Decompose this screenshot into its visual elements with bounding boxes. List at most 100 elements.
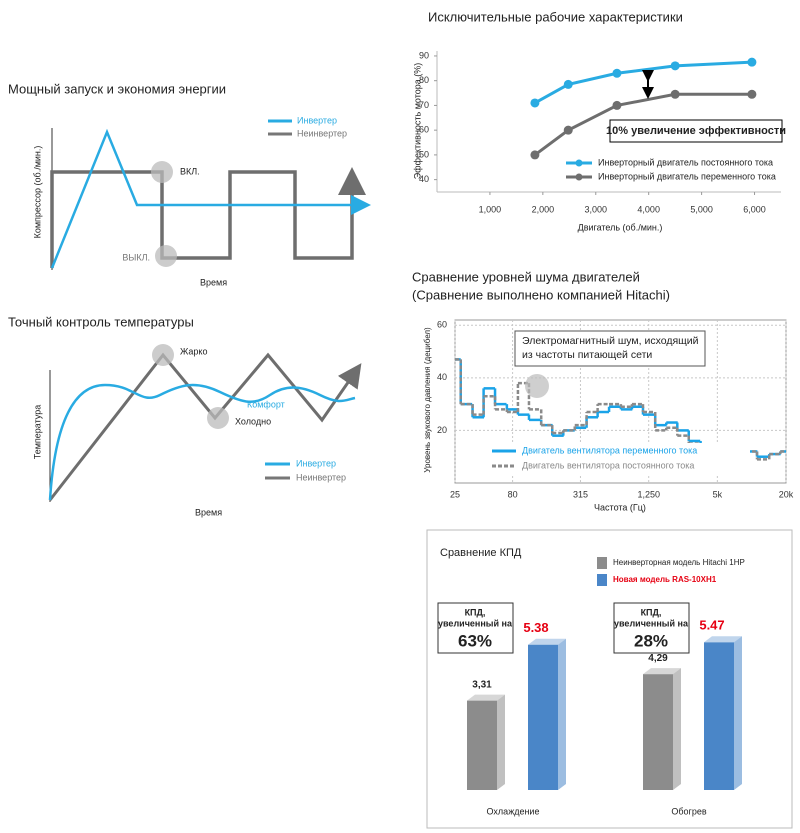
x-axis-label: Время [200,277,227,287]
callout-text: КПД, [641,607,662,617]
x-tick-label: 1,000 [479,204,502,214]
x-tick-label: 2,000 [532,204,555,214]
y-axis-label: Эффективность мотора (%) [412,63,422,180]
x-tick-label: 5k [713,489,723,499]
diagram-title: Мощный запуск и экономия энергии [8,81,226,96]
data-point [612,100,622,110]
x-tick-label: 20k [779,489,794,499]
chart-title: Сравнение уровней шума двигателей [412,269,640,284]
y-tick-label: 90 [419,50,429,60]
x-tick-label: 5,000 [690,204,713,214]
legend-swatch [597,557,607,569]
y-tick-label: 70 [419,100,429,110]
y-axis-label: Температура [32,405,42,460]
data-point [747,57,757,67]
x-tick-label: 25 [450,489,460,499]
legend-label: Новая модель RAS-10XH1 [613,575,717,584]
legend-label: Инвертер [296,458,336,468]
annotation-box [514,330,706,367]
legend-label: Инвертер [297,115,337,125]
legend-label: Двигатель вентилятора переменного тока [522,445,697,455]
x-axis-label: Частота (Гц) [594,502,646,512]
label: Холодно [235,416,271,426]
y-tick-label: 60 [437,320,447,330]
bar-side [673,668,681,790]
annotation: 10% увеличение эффективности [606,125,786,137]
data-point [612,68,622,78]
callout-percent: 63% [458,631,492,650]
x-tick-label: 3,000 [585,204,608,214]
y-tick-label: 40 [437,372,447,382]
legend-label: Двигатель вентилятора постоянного тока [522,460,694,470]
bar-top [704,636,742,643]
x-tick-label: 1,250 [637,489,660,499]
callout-percent: 28% [634,631,668,650]
callout-text: КПД, [465,607,486,617]
annotation: Электромагнитный шум, исходящий [522,335,699,347]
chart-title: (Сравнение выполнено компанией Hitachi) [412,287,670,302]
data-point [670,89,680,99]
x-axis-label: Двигатель (об./мин.) [578,222,663,232]
y-tick-label: 40 [419,174,429,184]
diagram-title: Точный контроль температуры [8,314,194,329]
legend-label: Инверторный двигатель постоянного тока [598,157,773,167]
legend-label: Неинвертер [297,128,347,138]
noninverter-curve [48,352,362,501]
marker-circle [207,407,229,429]
x-tick-label: 315 [573,489,588,499]
y-axis-label: Компрессор (об./мин.) [32,146,42,239]
inverter-curve [50,128,371,269]
bar [528,644,558,790]
label: ВЫКЛ. [122,252,150,262]
bar [643,674,673,790]
bar [704,642,734,790]
label: Жарко [180,346,207,356]
marker-circle [152,344,174,366]
diagram-temperature: Точный контроль температуры Температура … [8,314,362,517]
callout-text: увеличенный на [438,618,513,628]
callout-text: увеличенный на [614,618,689,628]
data-point [563,125,573,135]
bar-side [558,638,566,790]
marker-circle [151,161,173,183]
bar-top [643,668,681,675]
y-axis-label: Уровень звукового давления (децибел) [423,327,432,473]
label: ВКЛ. [180,166,200,176]
data-point [530,98,540,108]
x-tick-label: 80 [508,489,518,499]
y-tick-label: 60 [419,125,429,135]
x-tick-label: Охлаждение [487,806,540,816]
x-tick-label: 6,000 [743,204,766,214]
callout-box [437,602,514,654]
legend-swatch [597,574,607,586]
legend-swatch [575,159,583,167]
x-tick-label: 4,000 [637,204,660,214]
noninverter-curve [50,167,366,268]
label: Комфорт [247,399,285,409]
data-point [563,79,573,89]
callout-box [613,602,690,654]
value-label: 3,31 [472,679,492,690]
legend-label: Неинверторная модель Hitachi 1HP [613,558,745,567]
data-point [530,150,540,160]
y-tick-label: 50 [419,149,429,159]
value-label: 5.47 [699,618,724,633]
chart-title: Сравнение КПД [440,547,522,559]
annotation-box [609,119,783,143]
marker-circle [155,245,177,267]
annotation: из частоты питающей сети [522,349,652,361]
bar-side [734,636,742,790]
bar-top [467,694,505,701]
y-tick-label: 80 [419,75,429,85]
legend-label: Инверторный двигатель переменного тока [598,171,776,181]
legend-label: Неинвертер [296,472,346,482]
legend-swatch [575,173,583,181]
bar-side [497,694,505,790]
bar [467,700,497,790]
chart-title: Исключительные рабочие характеристики [428,9,683,24]
data-point [670,61,680,71]
value-label: 5.38 [523,620,548,635]
diagram-start: Мощный запуск и экономия энергии Инверте… [8,81,371,287]
